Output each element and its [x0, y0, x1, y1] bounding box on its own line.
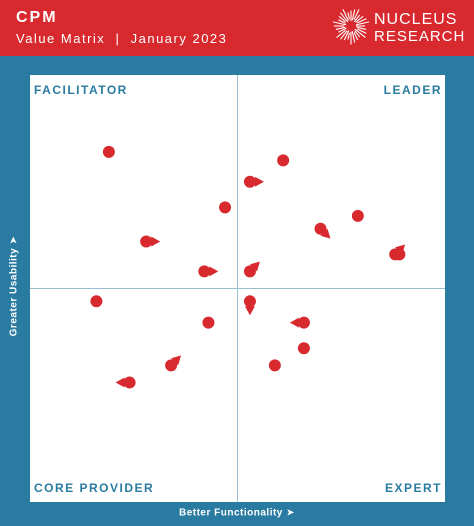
trend-arrow-icon — [151, 236, 161, 247]
trend-arrow-icon — [249, 261, 260, 272]
page-subtitle: Value Matrix | January 2023 — [16, 31, 228, 46]
logo-ray — [335, 26, 346, 30]
data-point — [90, 295, 103, 308]
logo-ray — [355, 21, 370, 26]
logo-ray — [353, 32, 359, 41]
quadrant-label-facilitator: FACILITATOR — [34, 83, 128, 97]
logo-ray — [353, 9, 360, 20]
brand-logo-text: NUCLEUS RESEARCH — [374, 11, 465, 45]
logo-ray — [338, 15, 346, 23]
trend-arrow-icon — [115, 377, 125, 388]
data-point — [202, 316, 215, 329]
logo-ray — [351, 9, 356, 21]
logo-ray — [351, 30, 356, 43]
logo-ray — [339, 12, 349, 23]
data-point — [268, 359, 281, 372]
logo-ray — [355, 15, 364, 23]
data-point — [123, 376, 136, 389]
trend-arrow-icon — [254, 176, 264, 187]
trend-arrow-icon — [320, 228, 331, 239]
data-point — [393, 248, 406, 261]
nucleus-logo-icon — [332, 9, 370, 45]
logo-ray — [343, 30, 350, 41]
brand-line-1: NUCLEUS — [374, 11, 458, 28]
logo-ray — [357, 18, 367, 24]
brand-line-2: RESEARCH — [374, 28, 466, 45]
logo-ray — [342, 9, 349, 21]
trend-arrow-icon — [171, 355, 181, 366]
data-point — [198, 265, 211, 278]
data-point — [102, 145, 115, 158]
logo-ray — [357, 28, 367, 34]
logo-ray — [338, 19, 346, 24]
quadrant-label-core-provider: CORE PROVIDER — [34, 481, 155, 495]
data-point — [243, 175, 256, 188]
x-axis-label: Better Functionality ➤ — [178, 507, 296, 519]
data-point — [140, 235, 153, 248]
header-bar: CPM Value Matrix | January 2023 NUCLEUS … — [0, 0, 474, 56]
data-point — [297, 316, 310, 329]
trend-arrow-icon — [289, 317, 299, 328]
points-layer — [90, 145, 406, 389]
trend-arrow-icon — [209, 266, 219, 277]
logo-ray — [347, 32, 350, 40]
logo-ray — [336, 29, 346, 38]
logo-ray — [356, 26, 367, 30]
logo-ray — [353, 14, 361, 23]
data-point — [219, 201, 232, 214]
quadrant-label-leader: LEADER — [383, 83, 442, 97]
data-point — [277, 154, 290, 167]
logo-ray — [339, 30, 348, 40]
logo-ray — [338, 27, 347, 33]
data-point — [165, 359, 178, 372]
page-title: CPM — [16, 9, 58, 26]
data-point — [243, 295, 256, 308]
logo-ray — [332, 21, 347, 26]
data-point — [243, 265, 256, 278]
data-point — [314, 222, 327, 235]
data-point — [351, 209, 364, 222]
logo-ray — [354, 30, 361, 38]
quadrant-label-expert: EXPERT — [384, 481, 442, 495]
logo-ray — [354, 28, 366, 38]
data-point — [297, 342, 310, 355]
trend-arrow-icon — [244, 306, 255, 316]
logo-ray — [347, 12, 350, 20]
